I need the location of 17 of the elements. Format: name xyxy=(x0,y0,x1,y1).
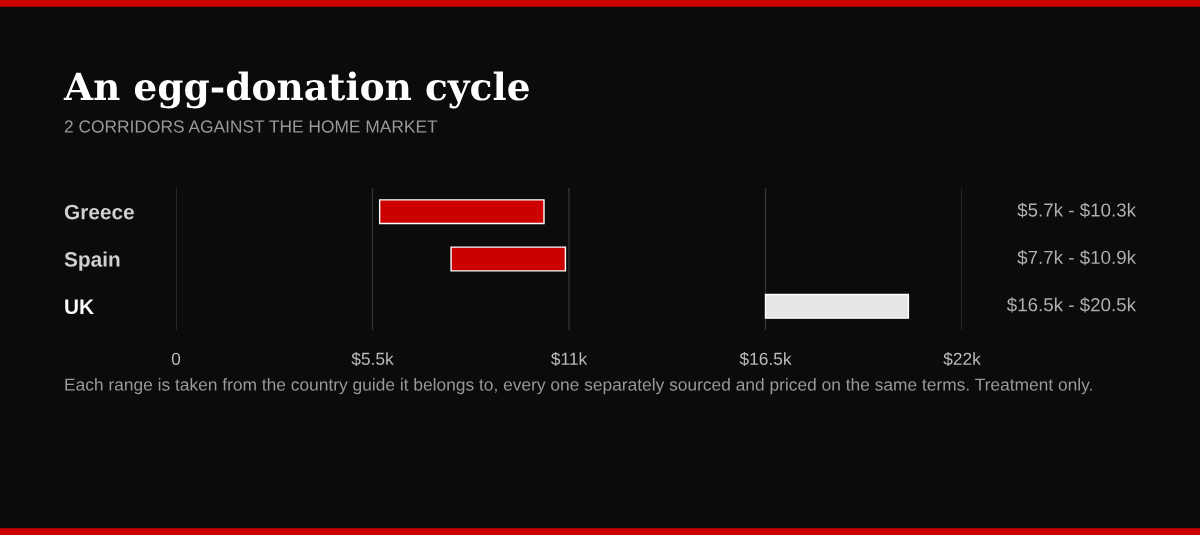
text: Each range is taken from the country guide it belongs to, every one separately sourced and priced on the same terms. Treatment only. xyxy=(65,378,1092,395)
bar xyxy=(378,199,545,225)
y-tick-label: Spain xyxy=(64,251,120,271)
bar xyxy=(450,246,567,272)
x-tick-label: $16.5k xyxy=(739,351,792,367)
chart-title: An egg-donation cycle xyxy=(63,71,529,109)
text: $16.5k - $20.5k xyxy=(1006,297,1137,313)
x-tick-label: 0 xyxy=(171,352,181,365)
x-tick-label: $5.5k xyxy=(351,351,394,367)
text: $7.7k - $10.9k xyxy=(1017,249,1137,266)
x-tick-label: $22k xyxy=(943,351,981,367)
bar xyxy=(764,293,910,319)
x-tick-label: $11k xyxy=(551,351,588,367)
y-tick-label: UK xyxy=(65,299,94,315)
y-tick-label: Greece xyxy=(64,204,134,220)
text: $5.7k - $10.3k xyxy=(1017,202,1137,218)
chart-subtitle: 2 CORRIDORS AGAINST THE HOME MARKET xyxy=(64,120,438,133)
